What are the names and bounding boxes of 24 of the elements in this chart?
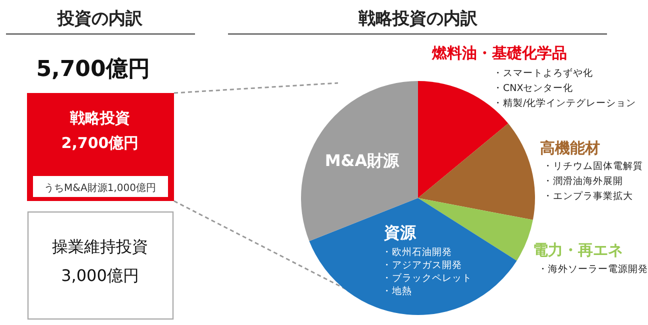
slice-label: 電力・再エネ bbox=[533, 241, 623, 259]
text: 操業維持投資 bbox=[52, 237, 148, 256]
text: 戦略投資 bbox=[69, 109, 130, 127]
text: 5,700億円 bbox=[36, 57, 150, 82]
text: ・アジアガス開発 bbox=[382, 260, 462, 271]
text: ・ブラックペレット bbox=[382, 272, 472, 284]
text: 2,700億円 bbox=[61, 134, 139, 152]
text: ・CNXセンター化 bbox=[493, 82, 574, 94]
text: ・地熱 bbox=[382, 285, 412, 297]
text: 3,000億円 bbox=[61, 266, 139, 285]
text: ・潤滑油海外展開 bbox=[543, 175, 623, 187]
text: 投資の内訳 bbox=[56, 9, 144, 29]
text: ・精製/化学インテグレーション bbox=[493, 97, 636, 109]
text: ・欧州石油開発 bbox=[382, 246, 452, 258]
slice-label: 高機能材 bbox=[540, 139, 600, 157]
text: うちM&A財源1,000億円 bbox=[44, 182, 156, 194]
slice-label: 燃料油・基礎化学品 bbox=[431, 44, 567, 62]
text: ・エンプラ事業拡大 bbox=[543, 190, 633, 202]
text: ・海外ソーラー電源開発 bbox=[538, 263, 648, 275]
slice-label: M&A財源 bbox=[324, 151, 400, 170]
chart-title: 戦略投資の内訳 bbox=[358, 9, 478, 29]
text: ・スマートよろずや化 bbox=[493, 67, 593, 79]
slice-label: 資源 bbox=[383, 223, 417, 242]
text: ・リチウム固体電解質 bbox=[543, 160, 643, 172]
